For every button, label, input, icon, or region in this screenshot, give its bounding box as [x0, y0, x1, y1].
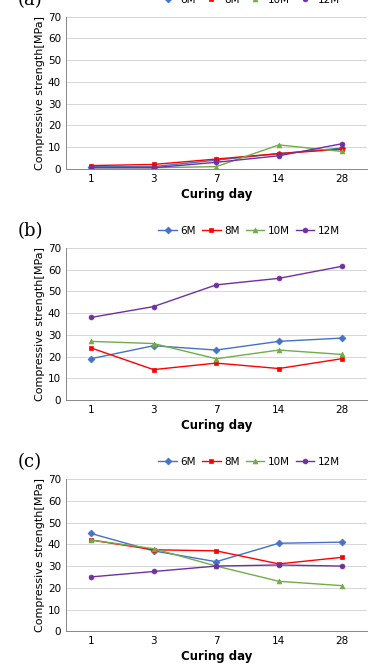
- Line: 10M: 10M: [88, 142, 344, 170]
- 8M: [214, 155, 218, 163]
- Y-axis label: Compressive strength[MPa]: Compressive strength[MPa]: [35, 478, 45, 632]
- 12M: [214, 281, 218, 289]
- 10M: [89, 536, 93, 544]
- Line: 8M: 8M: [88, 147, 344, 168]
- X-axis label: Curing day: Curing day: [180, 650, 252, 663]
- Legend: 6M, 8M, 10M, 12M: 6M, 8M, 10M, 12M: [155, 222, 343, 239]
- Line: 12M: 12M: [88, 264, 344, 320]
- 12M: [214, 158, 218, 166]
- 10M: [89, 164, 93, 172]
- 6M: [89, 162, 93, 170]
- 8M: [89, 162, 93, 170]
- 6M: [339, 538, 344, 546]
- 8M: [339, 553, 344, 561]
- 12M: [277, 152, 281, 160]
- 6M: [89, 530, 93, 538]
- 8M: [339, 355, 344, 363]
- Text: (a): (a): [18, 0, 42, 9]
- 10M: [339, 351, 344, 359]
- 6M: [339, 144, 344, 152]
- 12M: [214, 562, 218, 570]
- Line: 12M: 12M: [88, 142, 344, 170]
- 10M: [151, 164, 156, 172]
- 10M: [277, 577, 281, 585]
- 10M: [151, 339, 156, 347]
- 10M: [339, 582, 344, 590]
- 6M: [151, 342, 156, 350]
- 12M: [339, 140, 344, 148]
- 12M: [151, 568, 156, 576]
- 8M: [151, 365, 156, 373]
- 10M: [214, 562, 218, 570]
- 6M: [214, 558, 218, 566]
- X-axis label: Curing day: Curing day: [180, 188, 252, 201]
- X-axis label: Curing day: Curing day: [180, 419, 252, 432]
- Y-axis label: Compressive strength[MPa]: Compressive strength[MPa]: [35, 16, 45, 170]
- 12M: [89, 313, 93, 321]
- Text: (c): (c): [18, 454, 42, 472]
- Line: 6M: 6M: [88, 336, 344, 361]
- Line: 8M: 8M: [88, 538, 344, 566]
- 10M: [339, 148, 344, 156]
- 8M: [151, 546, 156, 554]
- 12M: [339, 562, 344, 570]
- 8M: [277, 150, 281, 158]
- 10M: [277, 141, 281, 149]
- 8M: [277, 560, 281, 568]
- 8M: [89, 536, 93, 544]
- Legend: 6M, 8M, 10M, 12M: 6M, 8M, 10M, 12M: [155, 0, 343, 8]
- Text: (b): (b): [18, 222, 43, 240]
- 12M: [277, 275, 281, 283]
- 12M: [339, 263, 344, 271]
- 8M: [214, 547, 218, 555]
- Y-axis label: Compressive strength[MPa]: Compressive strength[MPa]: [35, 247, 45, 401]
- Line: 10M: 10M: [88, 538, 344, 588]
- 8M: [151, 160, 156, 168]
- 6M: [89, 355, 93, 363]
- 6M: [214, 156, 218, 164]
- 10M: [151, 544, 156, 552]
- 10M: [214, 162, 218, 170]
- 12M: [277, 561, 281, 569]
- 6M: [151, 162, 156, 170]
- 12M: [89, 573, 93, 581]
- 6M: [277, 150, 281, 158]
- Line: 6M: 6M: [88, 146, 344, 169]
- Legend: 6M, 8M, 10M, 12M: 6M, 8M, 10M, 12M: [155, 454, 343, 470]
- 10M: [214, 355, 218, 363]
- 8M: [277, 365, 281, 373]
- Line: 8M: 8M: [88, 345, 344, 372]
- 8M: [339, 145, 344, 153]
- 10M: [277, 346, 281, 354]
- 6M: [339, 334, 344, 342]
- Line: 10M: 10M: [88, 339, 344, 361]
- Line: 12M: 12M: [88, 562, 344, 579]
- 8M: [214, 359, 218, 367]
- 6M: [277, 539, 281, 547]
- Line: 6M: 6M: [88, 531, 344, 564]
- 6M: [277, 337, 281, 345]
- 12M: [89, 164, 93, 172]
- 6M: [214, 346, 218, 354]
- 6M: [151, 547, 156, 555]
- 8M: [89, 344, 93, 352]
- 12M: [151, 303, 156, 311]
- 10M: [89, 337, 93, 345]
- 12M: [151, 164, 156, 172]
